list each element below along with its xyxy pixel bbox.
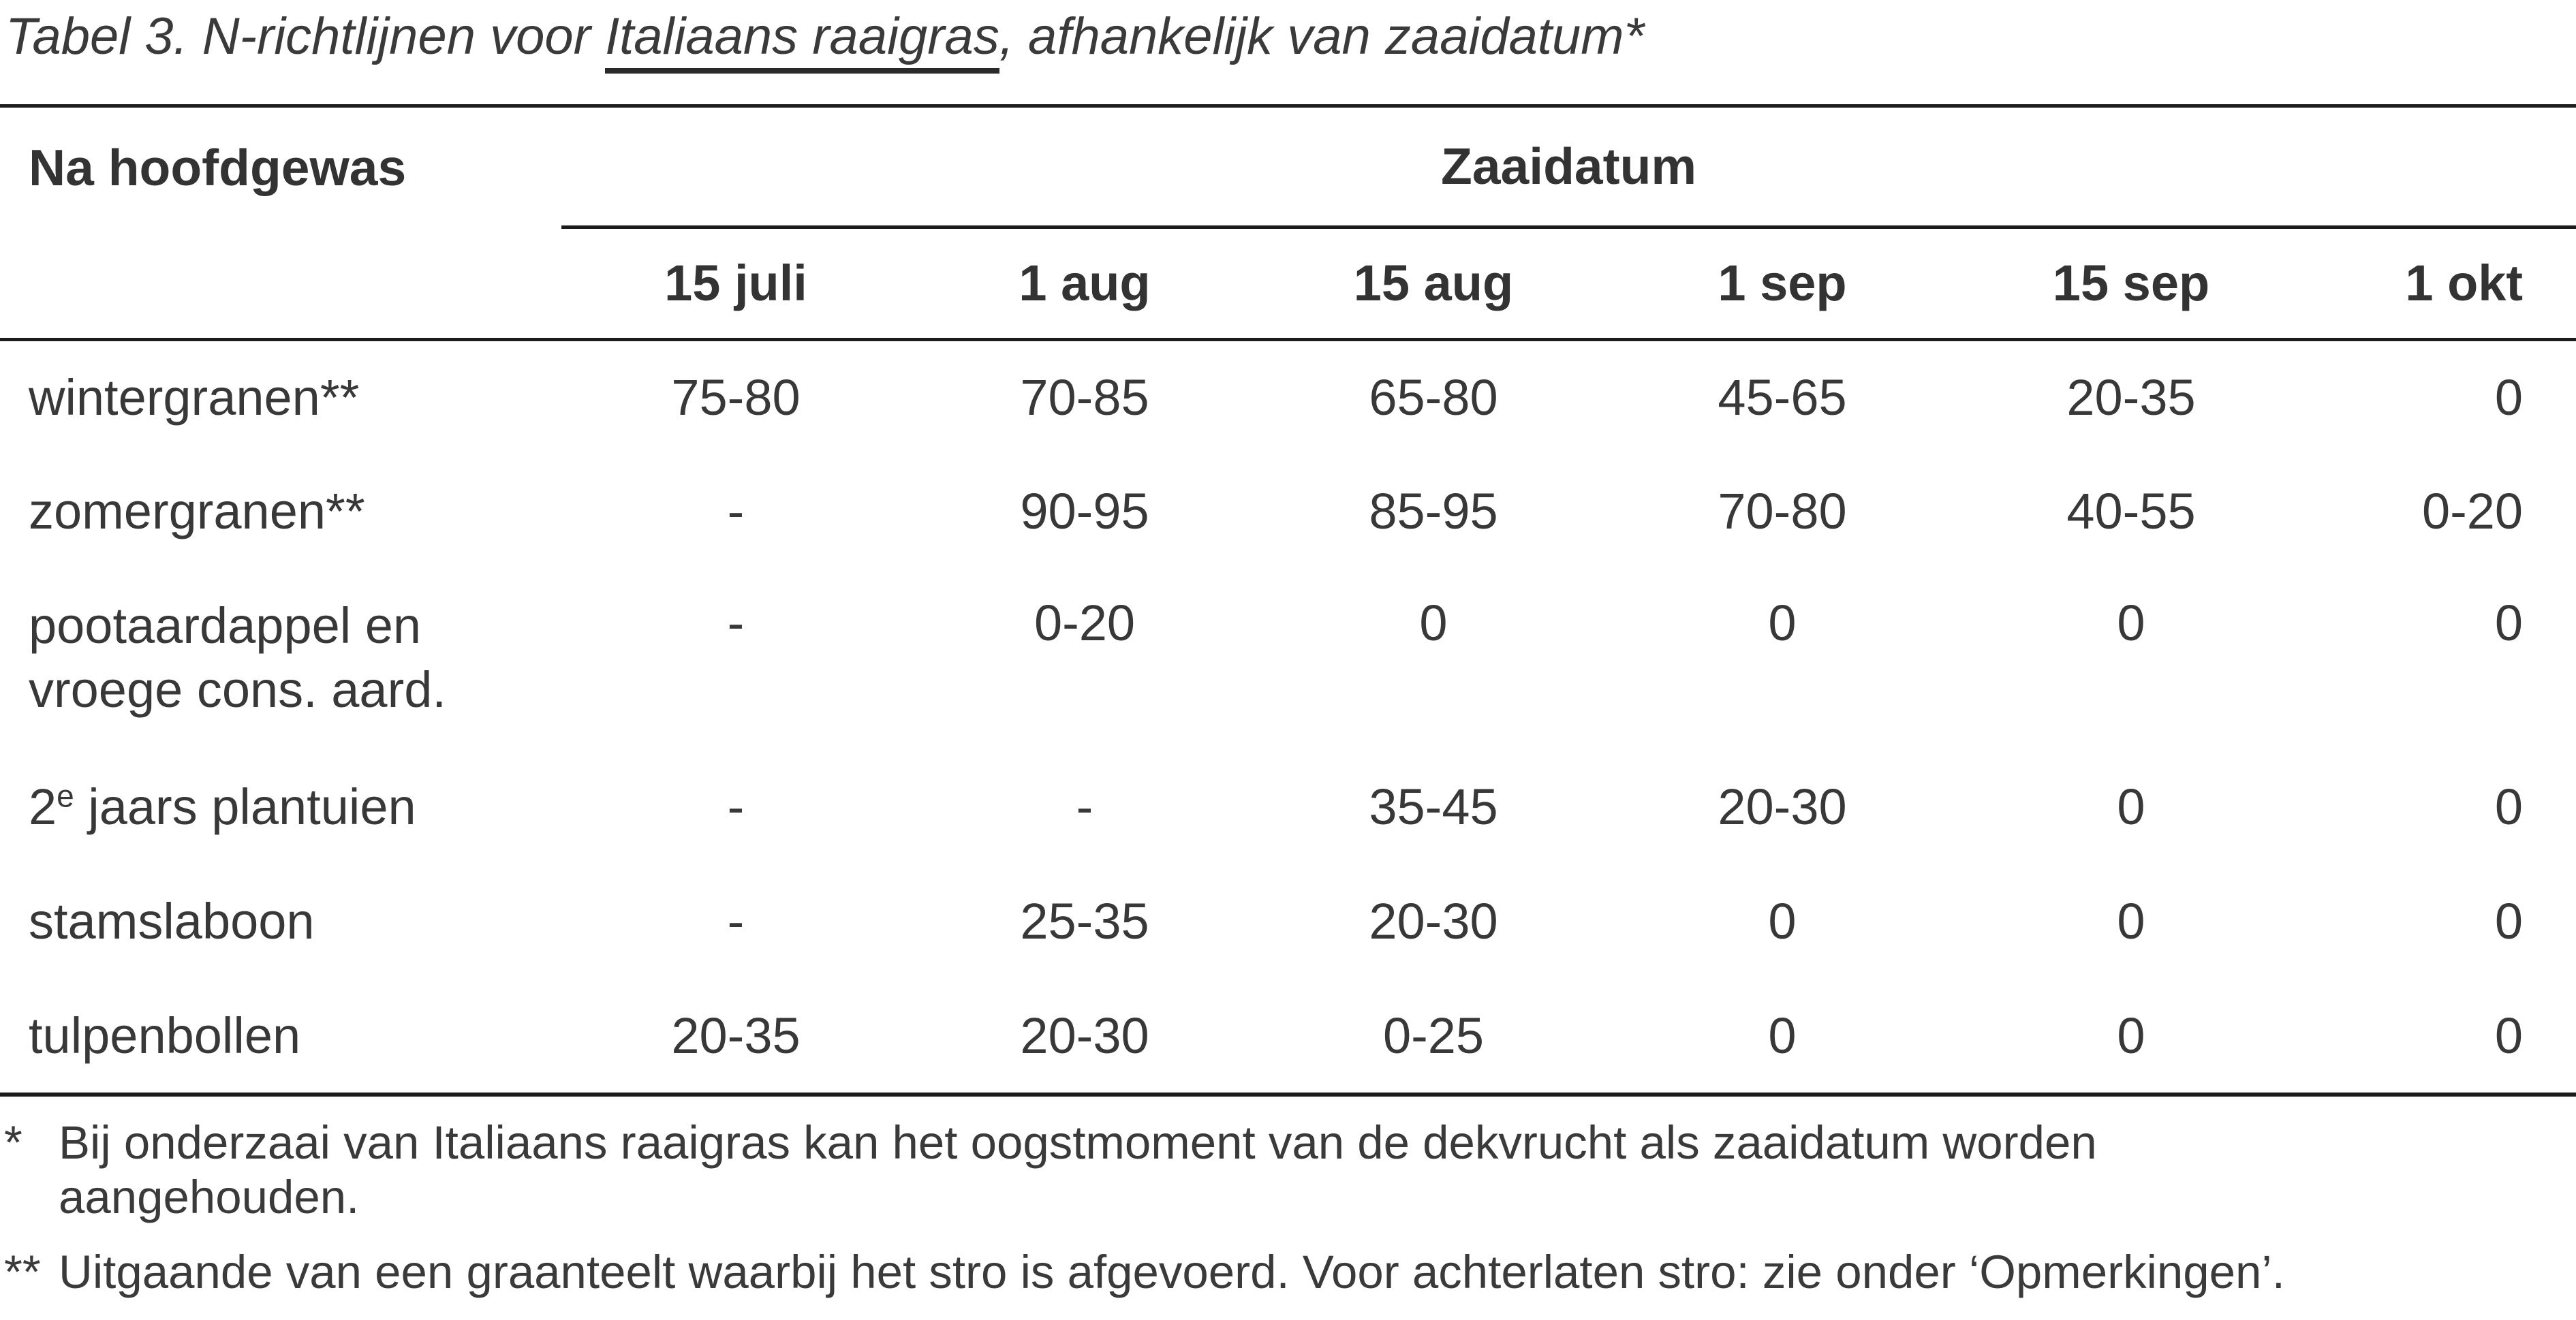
data-cell: 70-80 (1718, 482, 1847, 539)
table-row-tulpenbollen: tulpenbollen 20-35 20-30 0-25 0 0 0 (0, 978, 2576, 1093)
data-cell: - (727, 595, 745, 651)
data-cell: 75-80 (671, 368, 801, 426)
table-caption: Tabel 3. N-richtlijnen voor Italiaans ra… (5, 7, 2576, 74)
data-cell: 0 (2494, 595, 2524, 651)
column-header-15-sep: 15 sep (1957, 227, 2306, 341)
footnote-1-line1: Bij onderzaai van Italiaans raaigras kan… (59, 1116, 2097, 1169)
data-cell: 0 (2117, 595, 2145, 651)
row-label: 2e jaars plantuien (0, 749, 561, 864)
data-cell: 0 (1768, 892, 1797, 949)
data-cell: 0 (1768, 595, 1797, 651)
footnote-1: * Bij onderzaai van Italiaans raaigras k… (4, 1116, 2565, 1225)
table-row-wintergranen: wintergranen** 75-80 70-85 65-80 45-65 2… (0, 339, 2576, 454)
footnote-marker: * (4, 1116, 22, 1169)
footnote-1-line2: aangehouden. (59, 1171, 360, 1223)
row-label-rest: jaars plantuien (74, 778, 416, 835)
data-cell: 90-95 (1020, 482, 1149, 539)
row-label-base: 2 (29, 778, 57, 835)
data-cell: 0 (1768, 1007, 1797, 1064)
footnote-text: Bij onderzaai van Italiaans raaigras kan… (59, 1116, 2565, 1225)
table-row-pootaardappel: pootaardappel en vroege cons. aard. - 0-2… (0, 568, 2576, 749)
data-cell: - (1076, 778, 1093, 835)
table-row-stamslaboon: stamslaboon - 25-35 20-30 0 0 0 (0, 864, 2576, 978)
data-cell: 20-35 (671, 1007, 801, 1064)
data-cell: 35-45 (1369, 778, 1498, 835)
caption-underlined-text: Italiaans raaigras (605, 7, 999, 74)
row-label: stamslaboon (29, 892, 315, 949)
data-cell: 45-65 (1718, 368, 1847, 426)
data-cell: 0 (2117, 892, 2145, 949)
data-cell: 0 (2494, 778, 2524, 835)
top-rule (0, 104, 2576, 108)
data-cell: 20-30 (1718, 778, 1847, 835)
data-cell: 0 (2494, 1007, 2524, 1064)
data-cell: 0-25 (1382, 1007, 1485, 1064)
data-cell: 0-20 (2421, 482, 2524, 539)
empty-header-cell (0, 227, 561, 341)
row-label: tulpenbollen (29, 1007, 301, 1064)
row-label: wintergranen** (29, 368, 360, 426)
data-cell: 25-35 (1020, 892, 1149, 949)
column-header-15-aug: 15 aug (1259, 227, 1608, 341)
data-cell: 20-30 (1369, 892, 1498, 949)
data-cell: - (727, 482, 745, 539)
group-header-row: Na hoofdgewas Zaaidatum (0, 108, 2576, 229)
caption-text-tail: , afhankelijk van zaaidatum* (999, 7, 1645, 65)
n-guidelines-table: Na hoofdgewas Zaaidatum 15 juli 1 aug 15… (0, 108, 2576, 1093)
row-label: zomergranen** (29, 482, 365, 539)
column-header-row: 15 juli 1 aug 15 aug 1 sep 15 sep 1 okt (0, 227, 2576, 341)
data-cell: 0 (1419, 595, 1448, 651)
data-cell: 0 (2494, 892, 2524, 949)
caption-text-lead: Tabel 3. N-richtlijnen voor (5, 7, 606, 65)
data-cell: - (727, 892, 745, 949)
data-cell: 0 (2494, 368, 2524, 426)
row-label-line1: pootaardappel en (29, 597, 422, 654)
data-cell: 40-55 (2066, 482, 2196, 539)
footnotes: * Bij onderzaai van Italiaans raaigras k… (0, 1116, 2576, 1300)
row-label-line2: vroege cons. aard. (29, 661, 446, 718)
column-header-1-okt: 1 okt (2306, 227, 2576, 341)
data-cell: 70-85 (1020, 368, 1149, 426)
footnote-2-line1: Uitgaande van een graanteelt waarbij het… (59, 1246, 2285, 1298)
data-cell: 0 (2117, 1007, 2145, 1064)
data-cell: 85-95 (1369, 482, 1498, 539)
footnote-2: ** Uitgaande van een graanteelt waarbij … (4, 1245, 2565, 1300)
data-cell: 20-30 (1020, 1007, 1149, 1064)
data-cell: 65-80 (1369, 368, 1498, 426)
column-header-1-aug: 1 aug (910, 227, 1259, 341)
data-cell: 0 (2117, 778, 2145, 835)
table-row-zomergranen: zomergranen** - 90-95 85-95 70-80 40-55 … (0, 454, 2576, 568)
table-row-plantuien: 2e jaars plantuien - - 35-45 20-30 0 0 (0, 749, 2576, 864)
row-label: pootaardappel en vroege cons. aard. (0, 568, 561, 749)
bottom-rule (0, 1093, 2576, 1097)
column-header-15-juli: 15 juli (561, 227, 910, 341)
column-group-header-zaaidatum: Zaaidatum (561, 108, 2576, 229)
data-cell: 20-35 (2066, 368, 2196, 426)
footnote-marker: ** (4, 1246, 41, 1298)
row-label-superscript: e (57, 777, 74, 813)
column-header-1-sep: 1 sep (1608, 227, 1957, 341)
data-cell: - (727, 778, 745, 835)
data-cell: 0-20 (1034, 595, 1136, 651)
column-header-na-hoofdgewas: Na hoofdgewas (29, 138, 407, 196)
